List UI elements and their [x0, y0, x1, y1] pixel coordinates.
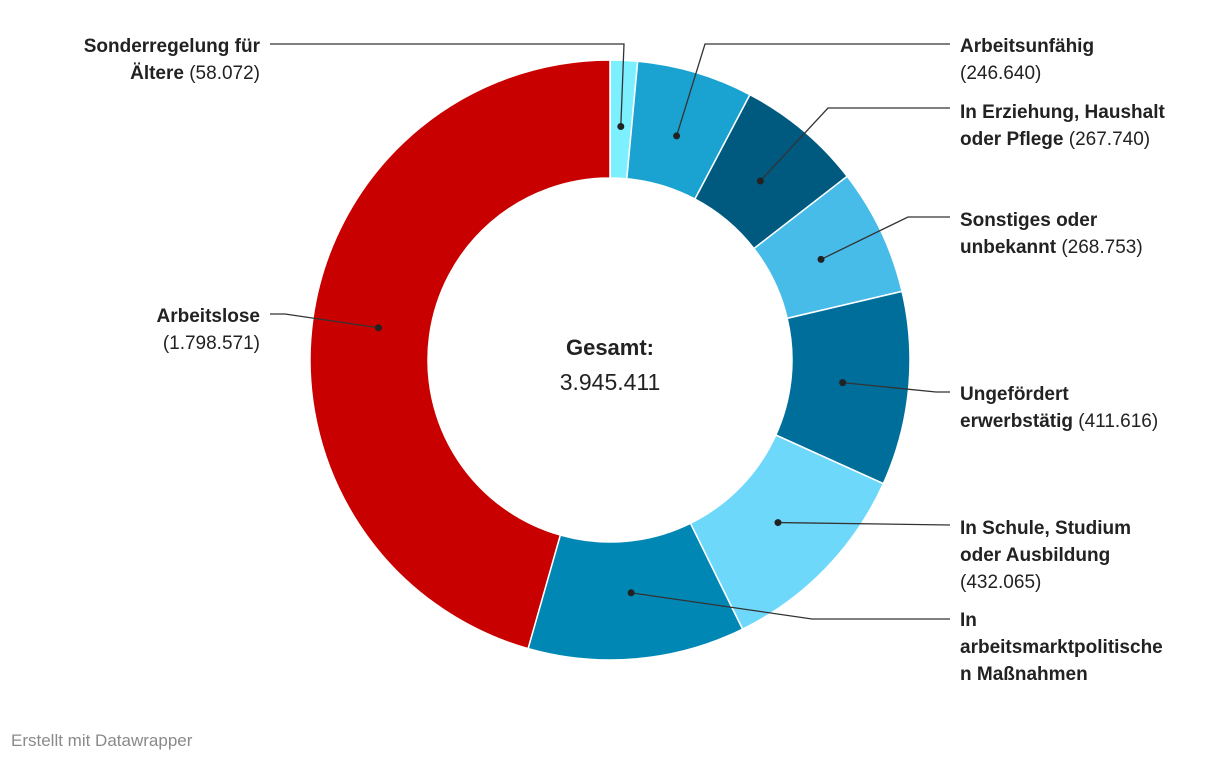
datawrapper-credit: Erstellt mit Datawrapper	[11, 731, 193, 750]
label-line: (1.798.571)	[163, 333, 260, 354]
label-ungefoerdert: Ungefördert erwerbstätig (411.616)	[960, 384, 1158, 432]
label-line: arbeitsmarktpolitische	[960, 637, 1163, 658]
label-line: oder Pflege (267.740)	[960, 129, 1150, 150]
leader-line-ungefoerdert	[842, 381, 950, 393]
label-line: Ungefördert	[960, 384, 1069, 405]
label-line: Sonstiges oder	[960, 210, 1098, 231]
leader-dot-erziehung	[756, 177, 764, 185]
center-total-value: 3.945.411	[560, 369, 661, 395]
label-line: In	[960, 610, 977, 631]
label-sonstiges: Sonstiges oder unbekannt (268.753)	[960, 210, 1143, 258]
labels-group: Sonderregelung für Ältere (58.072) Arbeits…	[84, 36, 1166, 685]
label-erziehung: In Erziehung, Haushalt oder Pflege (267.7…	[960, 102, 1165, 150]
center-title: Gesamt:	[566, 335, 654, 360]
label-line: n Maßnahmen	[960, 664, 1088, 685]
leader-line-erziehung	[759, 107, 950, 182]
label-massnahmen: In arbeitsmarktpolitische n Maßnahmen	[960, 610, 1163, 685]
slice-arbeitslose[interactable]	[309, 59, 611, 650]
label-line: (246.640)	[960, 63, 1041, 84]
label-arbeitsunfaehig: Arbeitsunfähig (246.640)	[960, 36, 1094, 84]
leader-dot-massnahmen	[627, 589, 635, 597]
label-schule: In Schule, Studium oder Ausbildung (432.06…	[960, 518, 1131, 593]
leader-dot-arbeitsunfaehig	[673, 132, 681, 140]
leader-line-schule	[777, 521, 951, 526]
label-line: In Schule, Studium	[960, 518, 1131, 539]
slices-group	[309, 59, 911, 661]
leader-line-arbeitsunfaehig	[675, 43, 950, 137]
label-line: Arbeitsunfähig	[960, 36, 1094, 57]
leader-line-sonderregelung	[270, 43, 625, 127]
label-line: erwerbstätig (411.616)	[960, 411, 1158, 432]
leader-line-sonstiges	[820, 216, 950, 260]
label-line: Sonderregelung für	[84, 36, 261, 57]
leader-dot-arbeitslose	[374, 324, 382, 332]
leader-lines-group	[270, 43, 951, 620]
label-line: oder Ausbildung	[960, 545, 1110, 566]
leader-dot-sonstiges	[817, 255, 825, 263]
leader-dot-ungefoerdert	[839, 379, 847, 387]
label-line: In Erziehung, Haushalt	[960, 102, 1165, 123]
leader-dot-sonderregelung	[617, 122, 625, 130]
label-line: (432.065)	[960, 572, 1041, 593]
label-line: Arbeitslose	[157, 306, 260, 327]
label-line: unbekannt (268.753)	[960, 237, 1143, 258]
label-arbeitslose: Arbeitslose (1.798.571)	[157, 306, 260, 354]
label-line: Ältere (58.072)	[130, 63, 260, 84]
leader-line-massnahmen	[631, 592, 950, 620]
label-sonderregelung: Sonderregelung für Ältere (58.072)	[84, 36, 261, 84]
leader-dot-schule	[774, 519, 782, 527]
leader-line-arbeitslose	[270, 313, 379, 329]
